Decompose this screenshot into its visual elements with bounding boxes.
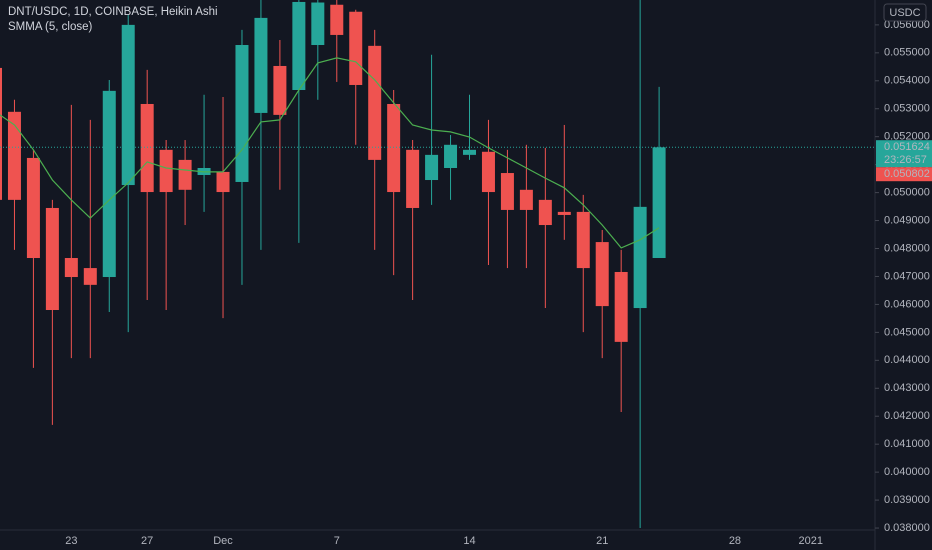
y-tick-label: 0.056000 [884,19,930,31]
y-tick-label: 0.046000 [884,298,930,310]
x-tick-label: 27 [141,535,153,547]
candle-body [595,242,609,307]
y-tick-label: 0.039000 [884,494,930,506]
y-tick-label: 0.052000 [884,131,930,143]
candle-body [368,45,382,160]
x-tick-label: 7 [334,535,340,547]
candle-body [216,171,230,193]
candle-body [45,207,59,311]
y-tick-label: 0.045000 [884,326,930,338]
x-tick-label: Dec [213,535,233,547]
candle-body [349,11,363,85]
candle-body [7,111,21,200]
countdown-label: 23:26:57 [884,154,927,166]
y-tick-label: 0.054000 [884,75,930,87]
candle-body [425,154,439,181]
candle-body [178,159,192,190]
legend-entry: SMMA (5, close) [8,21,93,33]
prev-price-box [876,167,932,182]
y-tick-label: 0.044000 [884,354,930,366]
y-tick-label: 0.047000 [884,270,930,282]
y-tick-label: 0.053000 [884,103,930,115]
candle-body [83,268,97,285]
candle-body [159,149,173,193]
currency-label[interactable]: USDC [889,7,920,19]
y-tick-label: 0.043000 [884,382,930,394]
candle-body [557,211,571,215]
x-tick-label: 23 [65,535,77,547]
y-tick-label: 0.042000 [884,410,930,422]
y-tick-label: 0.050000 [884,187,930,199]
plot-area [0,0,875,529]
candle-body [26,157,40,259]
x-tick-label: 28 [729,535,741,547]
candle-body [633,206,647,309]
y-tick-label: 0.038000 [884,522,930,534]
y-tick-label: 0.055000 [884,47,930,59]
candle-body [519,189,533,210]
x-tick-label: 14 [463,535,475,547]
last-price-label: 0.051624 [884,141,930,153]
candle-body [0,67,2,200]
last-price-box [876,140,932,168]
candle-body [273,65,287,115]
smma-line [0,57,660,249]
y-tick-label: 0.049000 [884,214,930,226]
candle-body [64,258,78,278]
chart-title: DNT/USDC, 1D, COINBASE, Heikin Ashi [8,6,218,18]
candle-body [121,24,135,186]
candle-body [140,103,154,193]
y-tick-label: 0.048000 [884,242,930,254]
candle-body [254,17,268,113]
x-tick-label: 21 [596,535,608,547]
candle-body [387,103,401,193]
prev-price-label: 0.050802 [884,168,930,180]
candle-body [406,149,420,208]
axes: 0.038000 0.039000 0.040000 0.041000 0.042000… [65,19,932,547]
candle-body [292,1,306,91]
candle-body [652,147,666,259]
candle-body [500,173,514,210]
y-tick-label: 0.041000 [884,438,930,450]
y-tick-label: 0.040000 [884,466,930,478]
candle-body [576,211,590,269]
currency-box[interactable] [883,3,927,22]
candle-body [235,45,249,182]
candle-body [102,90,116,278]
candle-body [481,151,495,193]
candle-body [444,144,458,169]
candle-body [463,149,476,155]
candle-body [311,2,325,46]
candle-body [614,271,628,342]
candle-body [538,199,552,226]
candle-body [330,4,344,35]
x-tick-label: 2021 [799,535,823,547]
